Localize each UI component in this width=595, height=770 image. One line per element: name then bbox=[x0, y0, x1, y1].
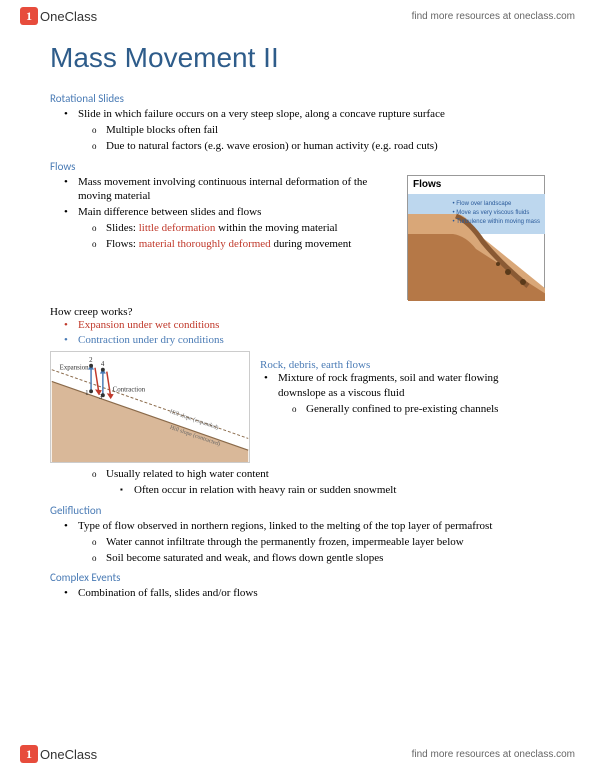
complex-list: Combination of falls, slides and/or flow… bbox=[50, 586, 545, 601]
heading-creep: How creep works? bbox=[50, 306, 545, 318]
list-item: Often occur in relation with heavy rain … bbox=[50, 483, 545, 498]
heading-flows: Flows bbox=[50, 160, 545, 173]
svg-text:4: 4 bbox=[101, 361, 105, 368]
logo-text: OneClass bbox=[40, 747, 97, 762]
logo-icon: 1 bbox=[20, 7, 38, 25]
heading-gelifluction: Gelifluction bbox=[50, 504, 545, 517]
list-item: Flows: material thoroughly deformed duri… bbox=[50, 237, 545, 252]
highlighted-text: material thoroughly deformed bbox=[139, 238, 271, 250]
logo-icon: 1 bbox=[20, 745, 38, 763]
heading-complex-events: Complex Events bbox=[50, 571, 545, 584]
list-item: Multiple blocks often fail bbox=[50, 123, 545, 138]
heading-rock-flows: Rock, debris, earth flows bbox=[260, 359, 545, 371]
footer-resources-link[interactable]: find more resources at oneclass.com bbox=[412, 749, 575, 760]
list-item: Combination of falls, slides and/or flow… bbox=[50, 586, 545, 601]
svg-text:Expansion: Expansion bbox=[60, 365, 90, 372]
list-item: Usually related to high water content bbox=[50, 467, 545, 482]
rockflows-list-cont: Usually related to high water content Of… bbox=[50, 467, 545, 498]
page-title: Mass Movement II bbox=[50, 42, 545, 74]
list-item: Main difference between slides and flows bbox=[50, 205, 545, 220]
list-item: Type of flow observed in northern region… bbox=[50, 519, 545, 534]
gelifluction-list: Type of flow observed in northern region… bbox=[50, 519, 545, 566]
document-content: Mass Movement II Rotational Slides Slide… bbox=[0, 32, 595, 642]
list-item: Contraction under dry conditions bbox=[50, 333, 545, 348]
list-item: Slide in which failure occurs on a very … bbox=[50, 107, 545, 122]
list-item: Mixture of rock fragments, soil and wate… bbox=[250, 371, 545, 401]
brand-logo-footer: 1 OneClass bbox=[20, 745, 97, 763]
creep-diagram: Expansion Contraction Hill slope (expand… bbox=[50, 351, 250, 463]
page-footer: 1 OneClass find more resources at onecla… bbox=[0, 738, 595, 770]
creep-diagram-svg: Expansion Contraction Hill slope (expand… bbox=[51, 352, 249, 462]
svg-text:2: 2 bbox=[89, 357, 93, 364]
svg-text:Contraction: Contraction bbox=[113, 387, 146, 394]
list-item: Water cannot infiltrate through the perm… bbox=[50, 535, 545, 550]
brand-logo: 1 OneClass bbox=[20, 7, 97, 25]
list-item: Generally confined to pre-existing chann… bbox=[250, 402, 545, 417]
list-item: Due to natural factors (e.g. wave erosio… bbox=[50, 139, 545, 154]
list-item: Expansion under wet conditions bbox=[50, 318, 545, 333]
list-item: Mass movement involving continuous inter… bbox=[50, 175, 545, 205]
logo-text: OneClass bbox=[40, 9, 97, 24]
list-item: Slides: little deformation within the mo… bbox=[50, 221, 545, 236]
header-resources-link[interactable]: find more resources at oneclass.com bbox=[412, 11, 575, 22]
rotational-list: Slide in which failure occurs on a very … bbox=[50, 107, 545, 154]
flows-list: Mass movement involving continuous inter… bbox=[50, 175, 545, 252]
heading-rotational-slides: Rotational Slides bbox=[50, 92, 545, 105]
page-header: 1 OneClass find more resources at onecla… bbox=[0, 0, 595, 32]
list-item: Soil become saturated and weak, and flow… bbox=[50, 551, 545, 566]
svg-text:1: 1 bbox=[85, 390, 89, 397]
highlighted-text: little deformation bbox=[139, 222, 216, 234]
creep-list: Expansion under wet conditions Contracti… bbox=[50, 318, 545, 349]
